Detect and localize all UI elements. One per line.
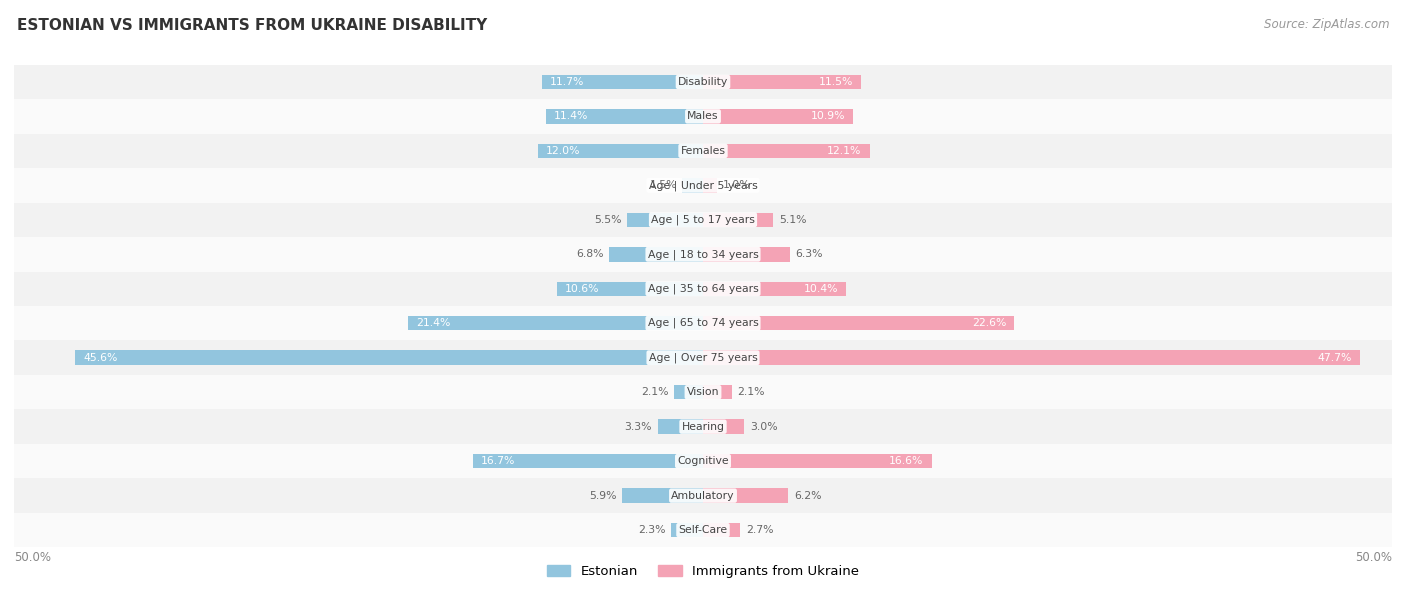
Bar bbox=[703, 109, 853, 124]
Text: Cognitive: Cognitive bbox=[678, 456, 728, 466]
Text: 50.0%: 50.0% bbox=[14, 551, 51, 564]
Bar bbox=[703, 144, 870, 158]
Bar bbox=[546, 109, 703, 124]
Bar bbox=[557, 282, 703, 296]
Text: 5.9%: 5.9% bbox=[589, 491, 616, 501]
Text: 5.5%: 5.5% bbox=[595, 215, 621, 225]
Bar bbox=[14, 65, 1392, 99]
Bar bbox=[703, 247, 790, 261]
Text: 11.4%: 11.4% bbox=[554, 111, 589, 121]
Text: Vision: Vision bbox=[686, 387, 720, 397]
Text: 10.4%: 10.4% bbox=[804, 284, 838, 294]
Bar bbox=[673, 385, 703, 400]
Text: 3.0%: 3.0% bbox=[749, 422, 778, 431]
Bar bbox=[703, 212, 773, 227]
Bar bbox=[75, 351, 703, 365]
Text: 47.7%: 47.7% bbox=[1317, 353, 1353, 363]
Text: 22.6%: 22.6% bbox=[972, 318, 1007, 328]
Text: 11.7%: 11.7% bbox=[550, 77, 585, 87]
Text: 1.0%: 1.0% bbox=[723, 181, 749, 190]
Bar bbox=[703, 419, 744, 434]
Text: 45.6%: 45.6% bbox=[83, 353, 117, 363]
Bar bbox=[537, 144, 703, 158]
Bar bbox=[14, 444, 1392, 479]
Text: 12.0%: 12.0% bbox=[546, 146, 581, 156]
Bar bbox=[703, 178, 717, 193]
Bar bbox=[14, 168, 1392, 203]
Bar bbox=[408, 316, 703, 330]
Text: 12.1%: 12.1% bbox=[827, 146, 862, 156]
Text: 2.3%: 2.3% bbox=[638, 525, 666, 535]
Bar bbox=[14, 133, 1392, 168]
Text: Disability: Disability bbox=[678, 77, 728, 87]
Bar bbox=[14, 513, 1392, 547]
Text: 2.1%: 2.1% bbox=[641, 387, 669, 397]
Text: Age | 65 to 74 years: Age | 65 to 74 years bbox=[648, 318, 758, 329]
Bar bbox=[703, 523, 740, 537]
Text: Age | 35 to 64 years: Age | 35 to 64 years bbox=[648, 283, 758, 294]
Bar bbox=[14, 340, 1392, 375]
Bar bbox=[703, 282, 846, 296]
Text: Age | 18 to 34 years: Age | 18 to 34 years bbox=[648, 249, 758, 259]
Text: 6.2%: 6.2% bbox=[794, 491, 821, 501]
Legend: Estonian, Immigrants from Ukraine: Estonian, Immigrants from Ukraine bbox=[541, 559, 865, 583]
Bar bbox=[14, 479, 1392, 513]
Text: 10.6%: 10.6% bbox=[565, 284, 600, 294]
Bar bbox=[14, 375, 1392, 409]
Bar bbox=[14, 272, 1392, 306]
Text: 16.7%: 16.7% bbox=[481, 456, 516, 466]
Text: Males: Males bbox=[688, 111, 718, 121]
Text: Ambulatory: Ambulatory bbox=[671, 491, 735, 501]
Text: 6.8%: 6.8% bbox=[576, 249, 603, 259]
Text: Females: Females bbox=[681, 146, 725, 156]
Text: Age | Over 75 years: Age | Over 75 years bbox=[648, 353, 758, 363]
Text: 10.9%: 10.9% bbox=[810, 111, 845, 121]
Bar bbox=[703, 454, 932, 468]
Text: 1.5%: 1.5% bbox=[650, 181, 676, 190]
Text: 50.0%: 50.0% bbox=[1355, 551, 1392, 564]
Bar bbox=[703, 75, 862, 89]
Text: Self-Care: Self-Care bbox=[679, 525, 727, 535]
Text: ESTONIAN VS IMMIGRANTS FROM UKRAINE DISABILITY: ESTONIAN VS IMMIGRANTS FROM UKRAINE DISA… bbox=[17, 18, 486, 34]
Text: 11.5%: 11.5% bbox=[818, 77, 853, 87]
Text: 16.6%: 16.6% bbox=[889, 456, 924, 466]
Bar bbox=[627, 212, 703, 227]
Bar bbox=[541, 75, 703, 89]
Text: 2.7%: 2.7% bbox=[745, 525, 773, 535]
Text: Source: ZipAtlas.com: Source: ZipAtlas.com bbox=[1264, 18, 1389, 31]
Bar bbox=[703, 351, 1360, 365]
Bar bbox=[14, 99, 1392, 133]
Bar bbox=[621, 488, 703, 503]
Text: 21.4%: 21.4% bbox=[416, 318, 451, 328]
Text: Hearing: Hearing bbox=[682, 422, 724, 431]
Bar bbox=[671, 523, 703, 537]
Bar bbox=[703, 316, 1014, 330]
Bar bbox=[14, 409, 1392, 444]
Bar bbox=[703, 488, 789, 503]
Bar bbox=[703, 385, 733, 400]
Bar bbox=[14, 306, 1392, 340]
Bar bbox=[472, 454, 703, 468]
Text: 2.1%: 2.1% bbox=[738, 387, 765, 397]
Text: Age | 5 to 17 years: Age | 5 to 17 years bbox=[651, 215, 755, 225]
Text: 5.1%: 5.1% bbox=[779, 215, 806, 225]
Bar bbox=[658, 419, 703, 434]
Bar bbox=[609, 247, 703, 261]
Bar bbox=[682, 178, 703, 193]
Text: Age | Under 5 years: Age | Under 5 years bbox=[648, 180, 758, 190]
Text: 3.3%: 3.3% bbox=[624, 422, 652, 431]
Bar bbox=[14, 203, 1392, 237]
Bar bbox=[14, 237, 1392, 272]
Text: 6.3%: 6.3% bbox=[796, 249, 823, 259]
